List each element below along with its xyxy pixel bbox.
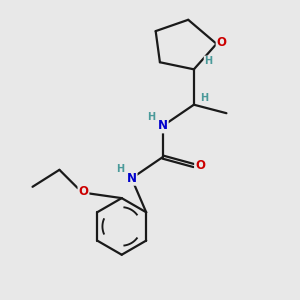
Text: N: N (127, 172, 136, 185)
Text: H: H (201, 93, 209, 103)
Text: N: N (158, 119, 168, 132)
Text: H: H (116, 164, 124, 174)
Text: H: H (205, 56, 213, 66)
Text: H: H (147, 112, 155, 122)
Text: O: O (217, 36, 226, 49)
Text: O: O (195, 159, 205, 172)
Text: O: O (79, 184, 88, 197)
